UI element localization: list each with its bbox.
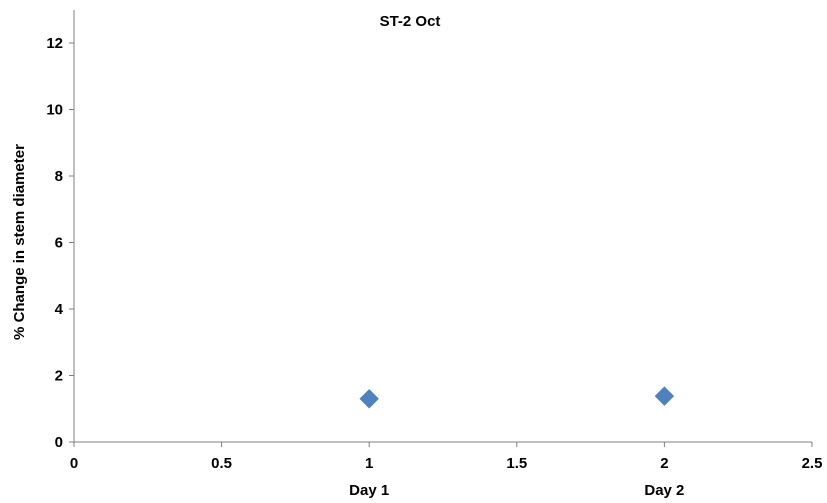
category-labels: Day 1 Day 2: [349, 482, 684, 499]
x-tick-label: 1.5: [506, 455, 527, 472]
y-tick-label: 8: [55, 168, 63, 185]
y-axis-label: % Change in stem diameter: [11, 144, 28, 340]
y-tick-label: 6: [55, 235, 63, 252]
y-tick-label: 10: [46, 102, 63, 119]
x-tick-label: 2: [660, 455, 668, 472]
category-label: Day 2: [644, 482, 684, 499]
category-label: Day 1: [349, 482, 389, 499]
x-tick-label: 2.5: [802, 455, 823, 472]
x-tick-label: 0.5: [211, 455, 232, 472]
x-ticks: 0 0.5 1 1.5 2 2.5: [70, 442, 823, 472]
data-point-diamond: [654, 386, 675, 406]
data-point-diamond: [359, 389, 379, 409]
data-points: [359, 386, 675, 409]
y-tick-label: 0: [55, 434, 63, 451]
y-tick-label: 4: [55, 301, 64, 318]
chart-title: ST-2 Oct: [380, 13, 441, 30]
y-tick-label: 12: [46, 35, 63, 52]
x-tick-label: 1: [365, 455, 373, 472]
x-tick-label: 0: [70, 455, 78, 472]
y-tick-label: 2: [55, 368, 63, 385]
y-ticks: 0 2 4 6 8 10 12: [46, 35, 74, 451]
